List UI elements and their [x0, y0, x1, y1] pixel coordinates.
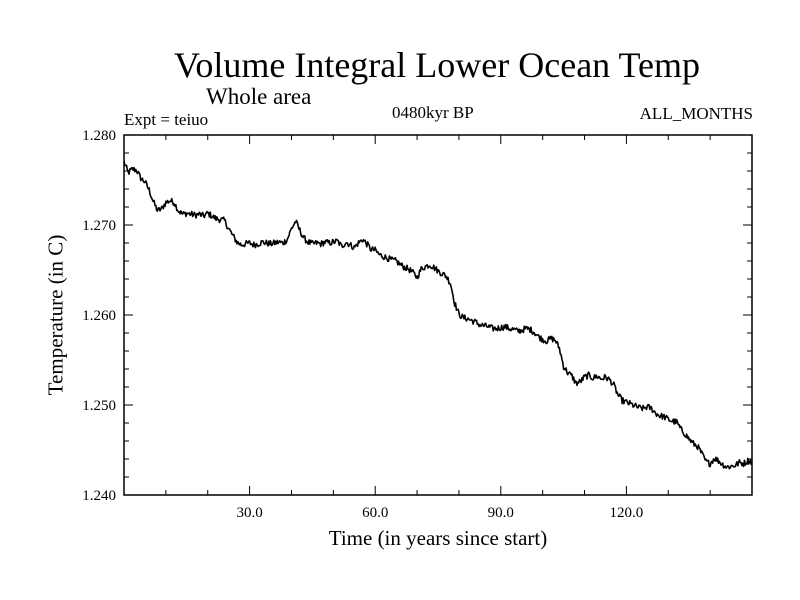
x-tick-label: 60.0: [362, 505, 388, 521]
axis-ticks: [124, 135, 752, 495]
temperature-series-line: [123, 160, 753, 470]
y-tick-label: 1.250: [82, 398, 116, 414]
chart-subtitle: Whole area: [206, 84, 312, 109]
y-tick-label: 1.270: [82, 218, 116, 234]
x-tick-label: 30.0: [236, 505, 262, 521]
plot-frame: [123, 134, 753, 496]
x-tick-label: 120.0: [610, 505, 644, 521]
y-tick-label: 1.280: [82, 128, 116, 144]
chart-title: Volume Integral Lower Ocean Temp: [174, 45, 700, 85]
experiment-label: Expt = teiuo: [124, 110, 209, 129]
x-axis-label: Time (in years since start): [328, 526, 548, 550]
axis-tick-labels: 30.0 60.0 90.0 120.0 1.240 1.250 1.260 1.270 1.2…: [82, 128, 643, 521]
x-tick-label: 90.0: [488, 505, 514, 521]
months-label: ALL_MONTHS: [639, 104, 753, 123]
y-tick-label: 1.260: [82, 308, 116, 324]
period-label: 0480kyr BP: [392, 103, 474, 122]
y-tick-label: 1.240: [82, 488, 116, 504]
